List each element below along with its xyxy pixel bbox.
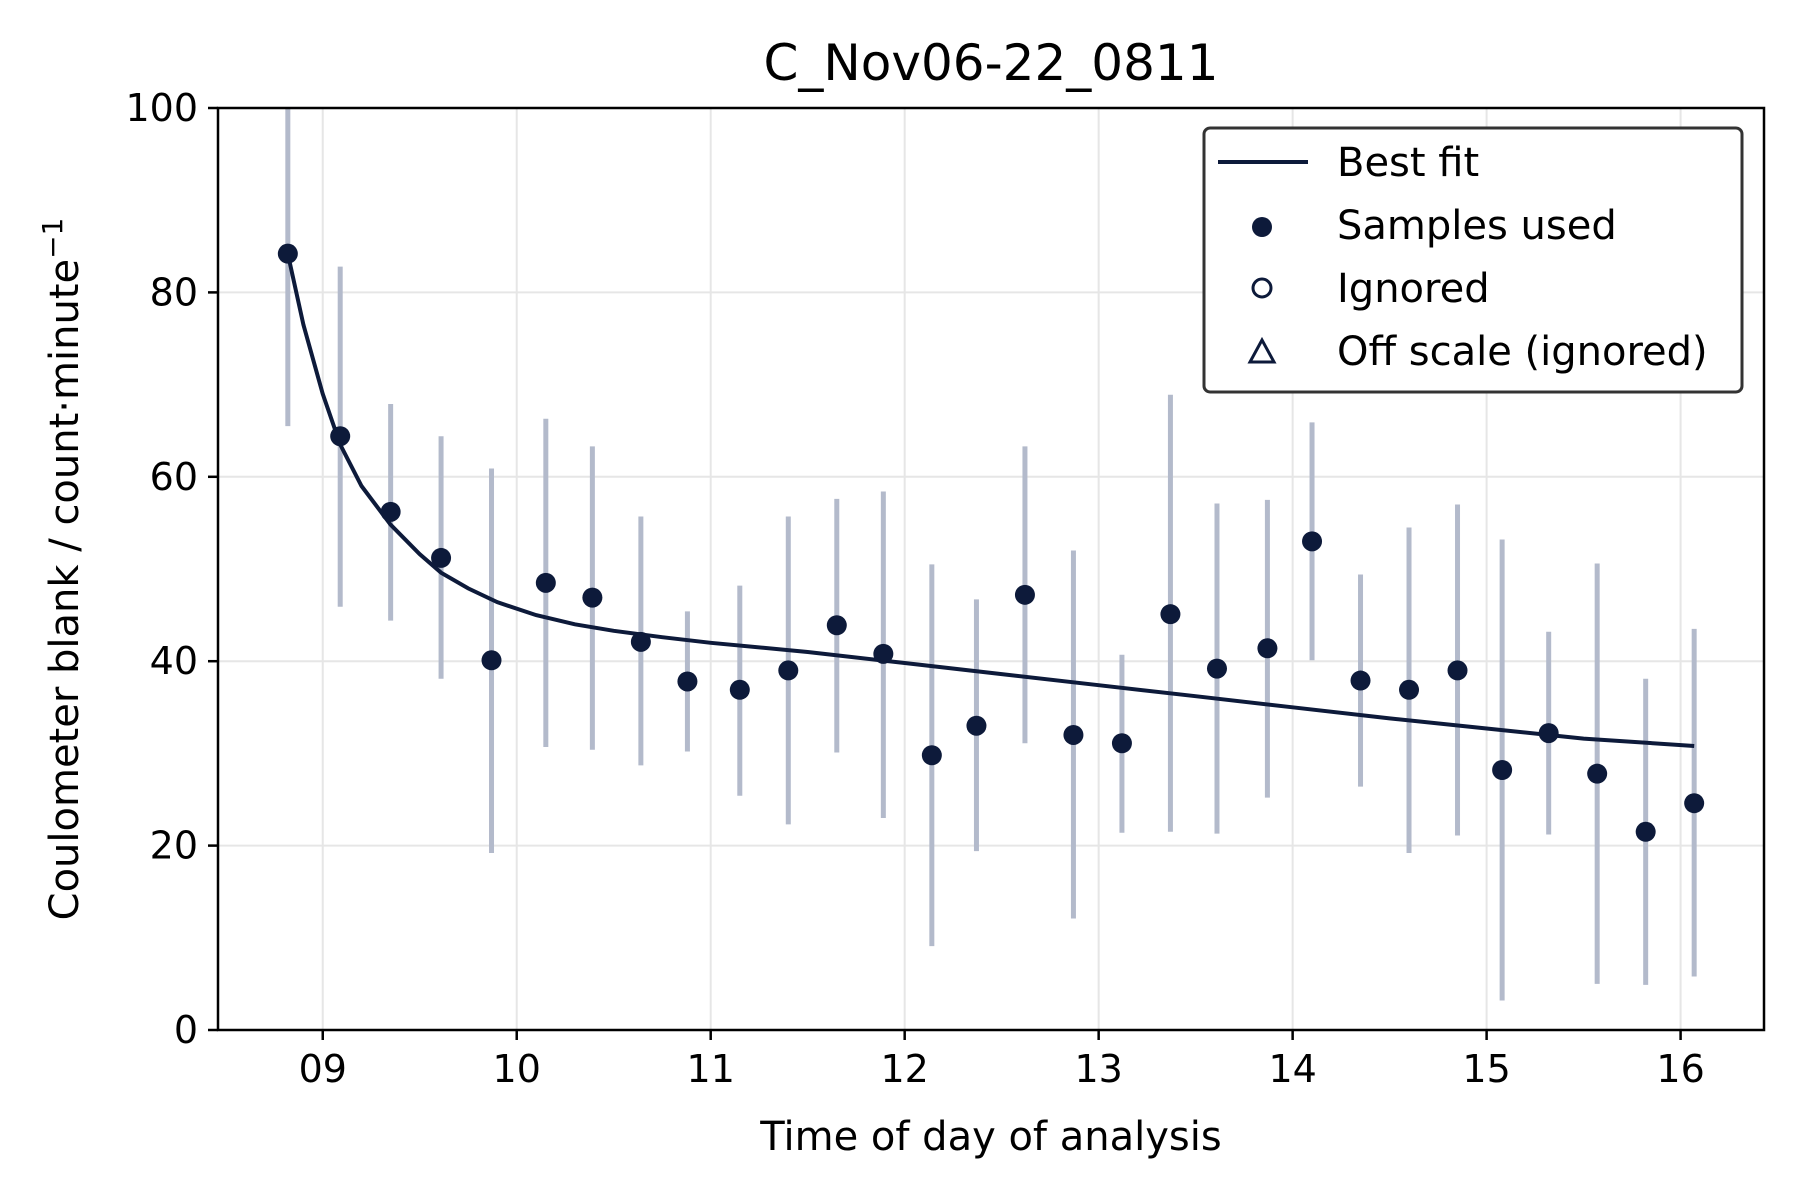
x-tick-label: 10 <box>493 1047 541 1091</box>
legend-filled-circle-swatch <box>1252 217 1272 237</box>
x-tick-label: 16 <box>1656 1047 1704 1091</box>
data-point <box>873 643 894 664</box>
y-tick-label: 0 <box>174 1008 198 1052</box>
x-tick-label: 09 <box>299 1047 347 1091</box>
data-point <box>1257 638 1278 659</box>
data-point <box>630 631 651 652</box>
data-point <box>778 660 799 681</box>
legend: Best fit Samples used Ignored Off scale (ig… <box>1202 126 1744 394</box>
tick-layer: 09 10 11 12 13 14 15 16 0 20 40 60 80 100 <box>125 86 1704 1091</box>
legend-open-triangle-swatch <box>1247 336 1277 364</box>
data-point <box>582 587 603 608</box>
data-point <box>1063 724 1084 745</box>
data-point <box>826 615 847 636</box>
y-tick-label: 20 <box>150 824 198 868</box>
x-tick-label: 12 <box>881 1047 929 1091</box>
x-tick-label: 15 <box>1462 1047 1510 1091</box>
data-point <box>966 715 987 736</box>
legend-label: Off scale (ignored) <box>1337 329 1708 375</box>
y-axis-label-main: Coulometer blank / count·minute <box>42 259 88 920</box>
legend-label: Ignored <box>1337 266 1490 312</box>
data-point <box>1635 821 1656 842</box>
legend-entries: Best fit Samples used Ignored Off scale (ig… <box>1218 140 1708 375</box>
data-point <box>481 650 502 671</box>
data-point <box>535 572 556 593</box>
y-tick-label: 100 <box>125 86 198 130</box>
data-point <box>1538 723 1559 744</box>
best-fit-line <box>285 253 1695 748</box>
data-point <box>1492 759 1513 780</box>
x-tick-label: 13 <box>1074 1047 1122 1091</box>
data-point <box>431 547 452 568</box>
legend-box <box>1202 126 1744 394</box>
data-point <box>1014 584 1035 605</box>
data-point <box>1587 763 1608 784</box>
legend-label: Samples used <box>1337 203 1617 249</box>
y-tick-label: 60 <box>150 455 198 499</box>
data-point <box>1160 604 1181 625</box>
y-tick-label: 40 <box>150 639 198 683</box>
chart-title: C_Nov06-22_0811 <box>763 34 1218 92</box>
data-point <box>921 745 942 766</box>
data-point <box>677 671 698 692</box>
data-point <box>1350 670 1371 691</box>
data-point <box>1399 679 1420 700</box>
data-point <box>277 243 298 264</box>
data-point <box>729 679 750 700</box>
data-point <box>1206 658 1227 679</box>
y-axis-label: Coulometer blank / count·minute−1 <box>36 218 88 921</box>
plot-area-frame <box>216 106 1766 1032</box>
fit-line-layer <box>285 253 1695 748</box>
y-tick-label: 80 <box>150 270 198 314</box>
y-axis-label-exponent: −1 <box>36 218 69 259</box>
data-point <box>380 501 401 522</box>
points-layer <box>277 243 1705 842</box>
data-point <box>330 426 351 447</box>
data-point <box>1302 531 1323 552</box>
data-point <box>1447 660 1468 681</box>
x-axis-label: Time of day of analysis <box>759 1114 1221 1160</box>
data-point <box>1684 793 1705 814</box>
legend-open-circle-swatch <box>1251 277 1273 299</box>
x-tick-label: 14 <box>1268 1047 1316 1091</box>
legend-label: Best fit <box>1337 140 1479 186</box>
data-point <box>1111 733 1132 754</box>
x-tick-label: 11 <box>687 1047 735 1091</box>
